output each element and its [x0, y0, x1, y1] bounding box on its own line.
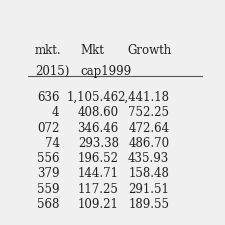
- Text: 2,441.18: 2,441.18: [117, 91, 169, 104]
- Text: 1: 1: [204, 167, 212, 180]
- Text: 2: 2: [204, 152, 212, 165]
- Text: 379: 379: [37, 167, 59, 180]
- Text: 117.25: 117.25: [78, 182, 119, 196]
- Text: 2: 2: [204, 182, 212, 196]
- Text: 2015): 2015): [35, 65, 70, 78]
- Text: 189.55: 189.55: [128, 198, 169, 211]
- Text: 346.46: 346.46: [78, 122, 119, 135]
- Text: 4: 4: [52, 106, 59, 119]
- Text: 556: 556: [37, 152, 59, 165]
- Text: 408.60: 408.60: [78, 106, 119, 119]
- Text: mkt.: mkt.: [35, 44, 62, 57]
- Text: 74: 74: [45, 137, 59, 150]
- Text: 559: 559: [37, 182, 59, 196]
- Text: 158.48: 158.48: [128, 167, 169, 180]
- Text: 293.38: 293.38: [78, 137, 119, 150]
- Text: 636: 636: [37, 91, 59, 104]
- Text: 3: 3: [204, 106, 212, 119]
- Text: 196.52: 196.52: [78, 152, 119, 165]
- Text: 6: 6: [204, 137, 212, 150]
- Text: 072: 072: [37, 122, 59, 135]
- Text: G: G: [202, 44, 212, 57]
- Text: Mkt: Mkt: [81, 44, 104, 57]
- Text: 2: 2: [204, 91, 212, 104]
- Text: 7: 7: [204, 198, 212, 211]
- Text: cap1999: cap1999: [81, 65, 132, 78]
- Text: 3: 3: [204, 122, 212, 135]
- Text: 109.21: 109.21: [78, 198, 119, 211]
- Text: 144.71: 144.71: [78, 167, 119, 180]
- Text: Growth: Growth: [128, 44, 172, 57]
- Text: 568: 568: [37, 198, 59, 211]
- Text: 752.25: 752.25: [128, 106, 169, 119]
- Text: 472.64: 472.64: [128, 122, 169, 135]
- Text: 486.70: 486.70: [128, 137, 169, 150]
- Text: 291.51: 291.51: [128, 182, 169, 196]
- Text: 435.93: 435.93: [128, 152, 169, 165]
- Text: 1,105.46: 1,105.46: [67, 91, 119, 104]
